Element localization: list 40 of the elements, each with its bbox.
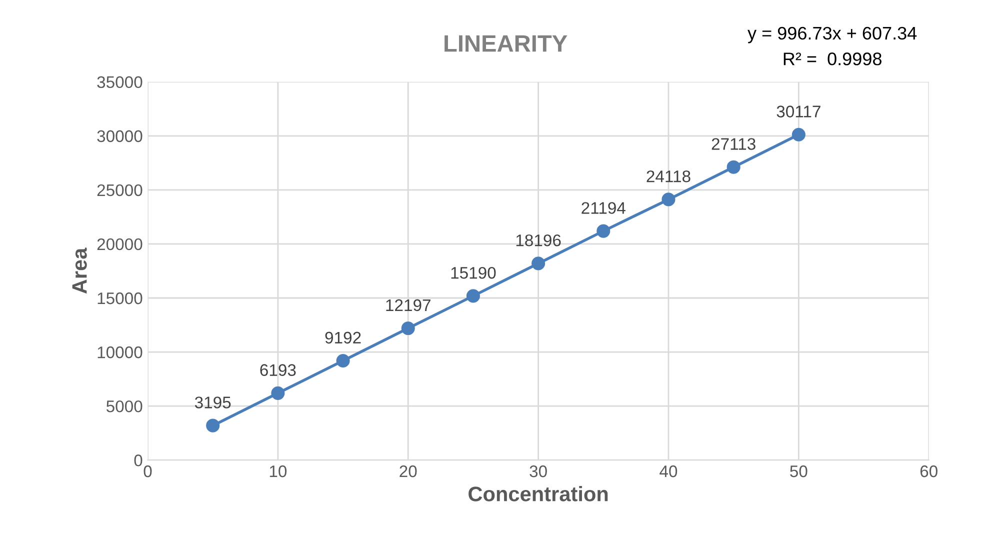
data-label: 15190 (451, 266, 496, 279)
x-tick-label: 60 (920, 465, 938, 478)
data-label: 27113 (712, 138, 756, 150)
data-label: 30117 (776, 106, 820, 118)
point (596, 224, 610, 238)
y-tick-label: 15000 (98, 292, 142, 304)
point (206, 418, 220, 432)
point (726, 160, 740, 174)
data-label: 9192 (325, 332, 361, 344)
x-tick-label: 30 (530, 465, 547, 478)
x-axis-title: Concentration (468, 486, 608, 502)
point (336, 354, 350, 368)
point (401, 322, 415, 336)
data-label: 12197 (386, 299, 430, 312)
y-tick-label: 30000 (97, 130, 142, 142)
y-tick-label: 10000 (98, 346, 142, 358)
point (466, 289, 480, 303)
x-tick-label: 10 (270, 465, 287, 478)
text: y = 996.73x + 607.34 (748, 26, 917, 44)
x-tick-label: 50 (790, 465, 808, 478)
data-label: 6193 (260, 364, 296, 376)
data-label: 18196 (516, 234, 561, 246)
chart-title: LINEARITY (444, 35, 568, 52)
y-tick-label: 35000 (97, 76, 142, 88)
data-label: 21194 (582, 202, 626, 214)
y-tick-label: 20000 (97, 238, 142, 250)
point (271, 386, 285, 400)
point (662, 192, 676, 206)
y-tick-label: 25000 (97, 184, 142, 196)
y-axis-title: Area (72, 248, 87, 294)
y-tick-label: 0 (134, 454, 142, 466)
point (532, 256, 546, 270)
x-tick-label: 0 (144, 465, 152, 478)
data-label: 3195 (194, 396, 231, 408)
point (792, 128, 806, 142)
text: R² = 0.9998 (784, 52, 882, 66)
y-tick-label: 5000 (106, 400, 142, 412)
data-label: 24118 (646, 170, 690, 182)
x-tick-label: 20 (400, 465, 417, 478)
x-tick-label: 40 (660, 465, 678, 478)
